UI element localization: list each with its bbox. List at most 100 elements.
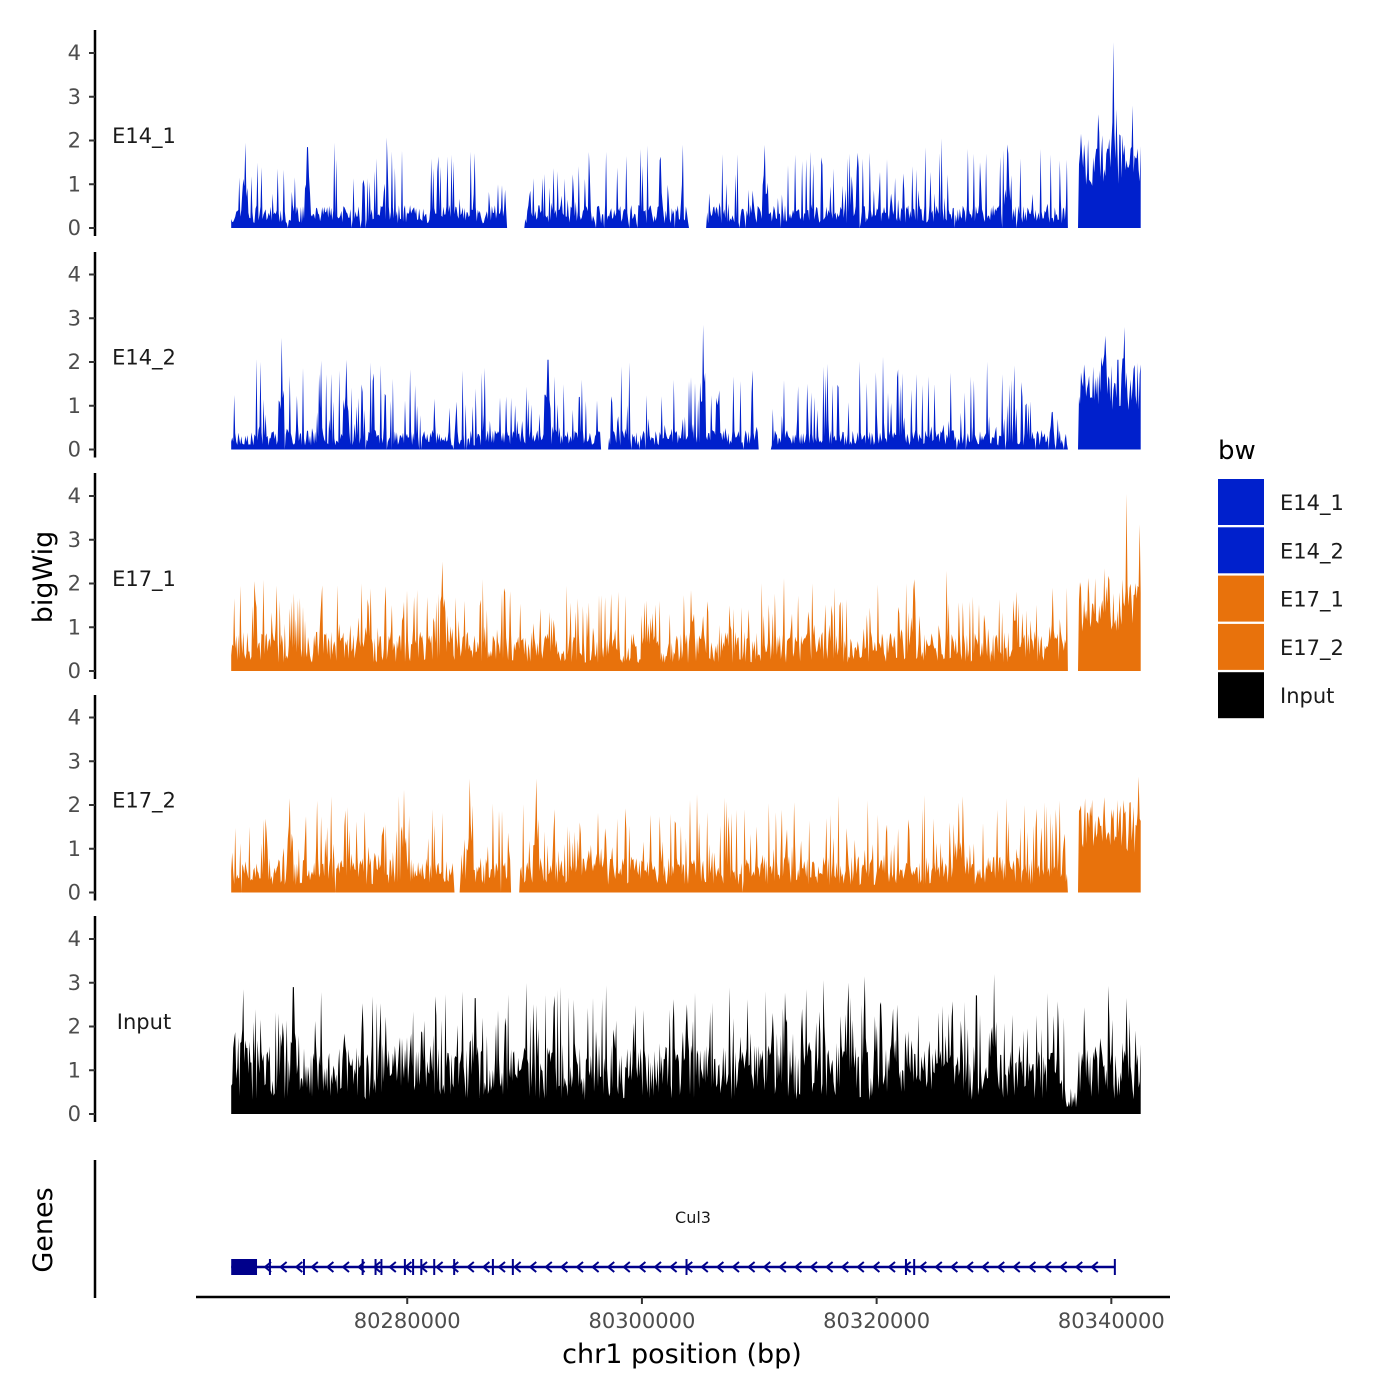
strand-arrow xyxy=(606,1261,615,1273)
track-E14_2: 0 1 2 3 4 E14_2 xyxy=(68,252,1141,462)
strand-arrow xyxy=(731,1261,740,1273)
strand-arrow xyxy=(778,1261,787,1273)
track-label: E17_1 xyxy=(112,567,176,592)
strand-arrow xyxy=(809,1261,818,1273)
track-Input: 0 1 2 3 4 Input xyxy=(68,916,1141,1126)
strand-arrow xyxy=(513,1261,522,1273)
genes-track-title: Genes xyxy=(28,1187,59,1272)
y-tick-label: 2 xyxy=(68,793,81,817)
strand-arrow xyxy=(591,1261,600,1273)
strand-arrow xyxy=(669,1261,678,1273)
y-tick-label: 0 xyxy=(68,438,81,462)
strand-arrow xyxy=(856,1261,865,1273)
y-tick-label: 4 xyxy=(68,263,81,287)
x-tick-label: 80280000 xyxy=(354,1309,461,1333)
track-E14_1: 0 1 2 3 4 E14_1 xyxy=(68,30,1141,240)
y-tick-label: 2 xyxy=(68,350,81,374)
strand-arrow xyxy=(887,1261,896,1273)
track-E17_1: 0 1 2 3 4 E17_1 xyxy=(68,473,1141,683)
strand-arrow xyxy=(747,1261,756,1273)
y-tick-label: 4 xyxy=(68,484,81,508)
strand-arrow xyxy=(497,1261,506,1273)
strand-arrow xyxy=(1043,1261,1052,1273)
x-tick-label: 80340000 xyxy=(1058,1309,1165,1333)
strand-arrow xyxy=(528,1261,537,1273)
strand-arrow xyxy=(965,1261,974,1273)
strand-arrow xyxy=(949,1261,959,1273)
y-tick-label: 4 xyxy=(68,41,81,65)
y-tick-label: 3 xyxy=(68,306,81,330)
strand-arrow xyxy=(1074,1261,1083,1273)
strand-arrow xyxy=(325,1261,335,1273)
signal-area-Input xyxy=(231,974,1141,1114)
strand-arrow xyxy=(871,1261,881,1273)
strand-arrow xyxy=(918,1261,927,1273)
strand-arrow xyxy=(622,1261,631,1273)
strand-arrow xyxy=(825,1261,834,1273)
strand-arrow xyxy=(388,1261,397,1273)
strand-arrow xyxy=(481,1261,491,1273)
legend: bw E14_1 E14_2 E17_1 E17_2 Input xyxy=(1218,436,1344,719)
legend-label-Input: Input xyxy=(1280,684,1334,708)
y-tick-label: 2 xyxy=(68,1015,81,1039)
y-tick-label: 1 xyxy=(68,837,81,861)
strand-arrow xyxy=(310,1261,319,1273)
y-tick-label: 1 xyxy=(68,1058,81,1082)
gene-exon-block xyxy=(231,1259,258,1275)
strand-arrow xyxy=(279,1261,288,1273)
y-axis-title: bigWig xyxy=(28,531,59,624)
strand-arrow xyxy=(294,1261,303,1273)
x-tick-label: 80300000 xyxy=(588,1309,695,1333)
track-E17_2: 0 1 2 3 4 E17_2 xyxy=(68,695,1141,905)
track-label: E14_1 xyxy=(112,124,176,149)
y-tick-label: 3 xyxy=(68,528,81,552)
legend-label-E14_1: E14_1 xyxy=(1280,491,1344,516)
y-tick-label: 3 xyxy=(68,85,81,109)
strand-arrow xyxy=(762,1261,771,1273)
bigwig-tracks: 0 1 2 3 4 E14_1 0 1 2 3 4 E14_2 0 1 2 3 4 E17_1 0 1 2 3 4 E17_2… xyxy=(68,30,1141,1126)
y-tick-label: 2 xyxy=(68,572,81,596)
strand-arrow xyxy=(840,1261,849,1273)
strand-arrow xyxy=(1090,1261,1099,1273)
track-label: Input xyxy=(117,1010,171,1034)
strand-arrow xyxy=(700,1261,709,1273)
legend-title: bw xyxy=(1218,436,1256,466)
signal-area-E17_2 xyxy=(231,776,1141,893)
strand-arrow xyxy=(1027,1261,1037,1273)
strand-arrow xyxy=(575,1261,584,1273)
y-tick-label: 4 xyxy=(68,927,81,951)
y-tick-label: 3 xyxy=(68,749,81,773)
gene-name-label: Cul3 xyxy=(675,1208,711,1227)
y-tick-label: 1 xyxy=(68,394,81,418)
legend-label-E17_1: E17_1 xyxy=(1280,588,1344,613)
strand-arrow xyxy=(903,1261,912,1273)
strand-arrow xyxy=(1012,1261,1021,1273)
strand-arrow xyxy=(559,1261,569,1273)
strand-arrow xyxy=(934,1261,943,1273)
y-tick-label: 2 xyxy=(68,129,81,153)
strand-arrow xyxy=(466,1261,475,1273)
strand-arrow xyxy=(1059,1261,1068,1273)
x-axis: 80280000 80300000 80320000 80340000 xyxy=(196,1295,1170,1333)
legend-swatch-E14_1 xyxy=(1218,479,1264,525)
y-tick-label: 0 xyxy=(68,216,81,240)
gene-track: Cul3 xyxy=(93,1160,1116,1298)
strand-arrow xyxy=(793,1261,803,1273)
y-tick-label: 1 xyxy=(68,172,81,196)
y-tick-label: 4 xyxy=(68,706,81,730)
strand-arrow xyxy=(637,1261,647,1273)
strand-arrow xyxy=(341,1261,350,1273)
x-axis-title: chr1 position (bp) xyxy=(562,1339,802,1370)
track-label: E14_2 xyxy=(112,346,176,371)
y-tick-label: 3 xyxy=(68,971,81,995)
strand-arrow xyxy=(996,1261,1005,1273)
legend-label-E14_2: E14_2 xyxy=(1280,539,1344,564)
strand-arrow xyxy=(435,1261,444,1273)
legend-swatch-E14_2 xyxy=(1218,527,1264,574)
strand-arrow xyxy=(544,1261,553,1273)
signal-area-E14_2 xyxy=(231,324,1141,450)
y-tick-label: 0 xyxy=(68,1102,81,1126)
x-tick-label: 80320000 xyxy=(823,1309,930,1333)
